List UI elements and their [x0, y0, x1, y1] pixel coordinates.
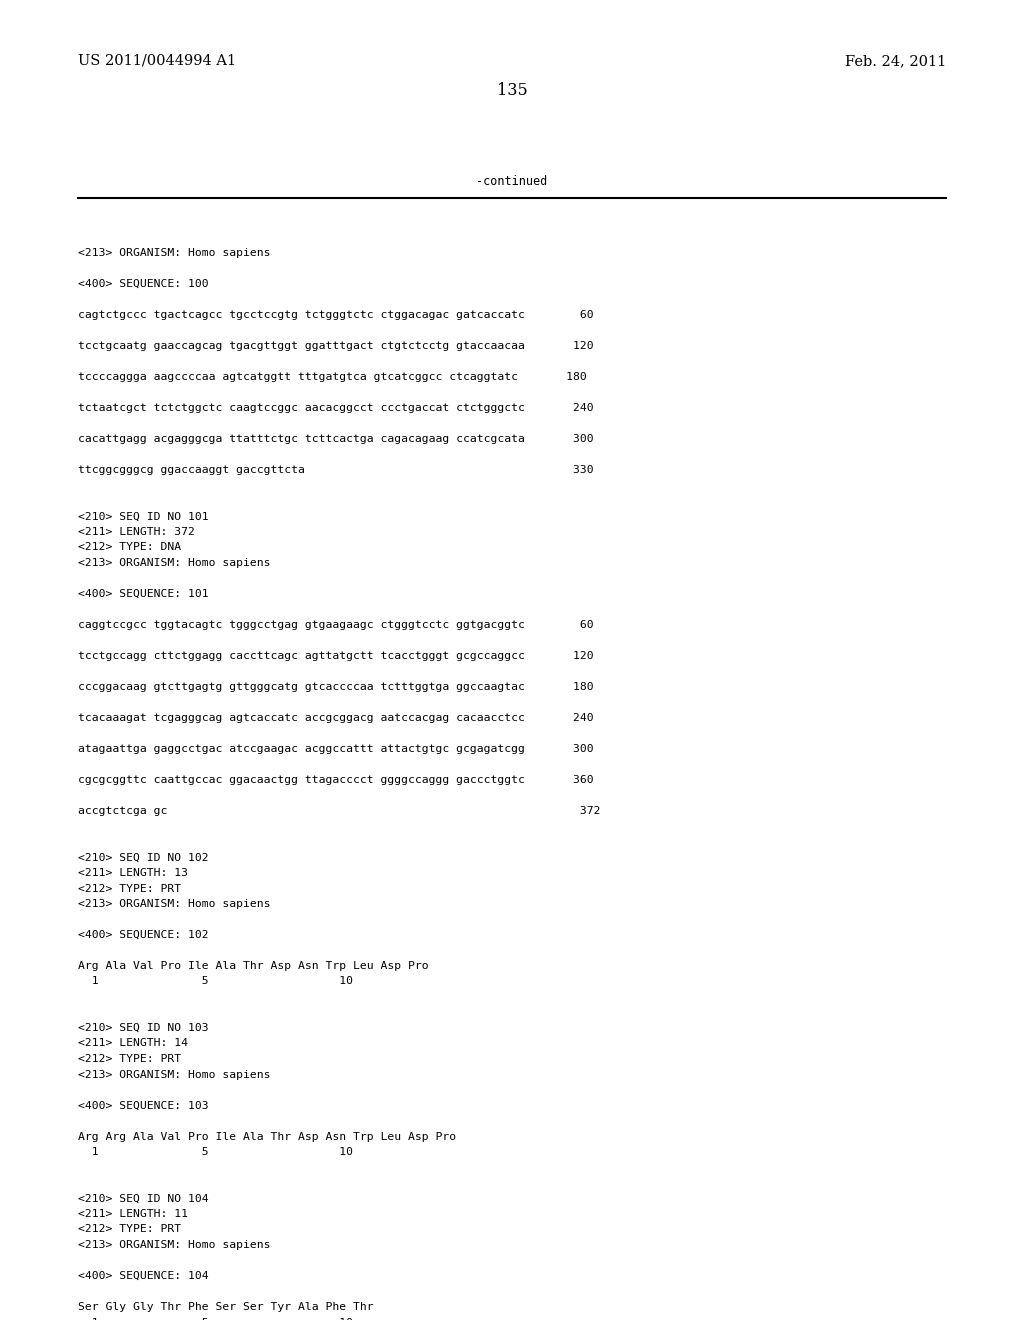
Text: <400> SEQUENCE: 102: <400> SEQUENCE: 102 — [78, 931, 209, 940]
Text: <400> SEQUENCE: 100: <400> SEQUENCE: 100 — [78, 279, 209, 289]
Text: <210> SEQ ID NO 102: <210> SEQ ID NO 102 — [78, 853, 209, 862]
Text: tcctgcaatg gaaccagcag tgacgttggt ggatttgact ctgtctcctg gtaccaacaa       120: tcctgcaatg gaaccagcag tgacgttggt ggatttg… — [78, 341, 594, 351]
Text: <213> ORGANISM: Homo sapiens: <213> ORGANISM: Homo sapiens — [78, 1239, 270, 1250]
Text: Ser Gly Gly Thr Phe Ser Ser Tyr Ala Phe Thr: Ser Gly Gly Thr Phe Ser Ser Tyr Ala Phe … — [78, 1302, 374, 1312]
Text: <212> TYPE: PRT: <212> TYPE: PRT — [78, 883, 181, 894]
Text: <400> SEQUENCE: 104: <400> SEQUENCE: 104 — [78, 1271, 209, 1280]
Text: <211> LENGTH: 13: <211> LENGTH: 13 — [78, 869, 188, 878]
Text: <210> SEQ ID NO 101: <210> SEQ ID NO 101 — [78, 511, 209, 521]
Text: -continued: -continued — [476, 176, 548, 187]
Text: <211> LENGTH: 11: <211> LENGTH: 11 — [78, 1209, 188, 1218]
Text: <212> TYPE: PRT: <212> TYPE: PRT — [78, 1053, 181, 1064]
Text: tcacaaagat tcgagggcag agtcaccatc accgcggacg aatccacgag cacaacctcc       240: tcacaaagat tcgagggcag agtcaccatc accgcgg… — [78, 713, 594, 723]
Text: <210> SEQ ID NO 103: <210> SEQ ID NO 103 — [78, 1023, 209, 1034]
Text: caggtccgcc tggtacagtc tgggcctgag gtgaagaagc ctgggtcctc ggtgacggtc        60: caggtccgcc tggtacagtc tgggcctgag gtgaaga… — [78, 620, 594, 630]
Text: ttcggcgggcg ggaccaaggt gaccgttcta                                       330: ttcggcgggcg ggaccaaggt gaccgttcta 330 — [78, 465, 594, 475]
Text: <210> SEQ ID NO 104: <210> SEQ ID NO 104 — [78, 1193, 209, 1204]
Text: <400> SEQUENCE: 101: <400> SEQUENCE: 101 — [78, 589, 209, 599]
Text: <212> TYPE: DNA: <212> TYPE: DNA — [78, 543, 181, 553]
Text: 1               5                   10: 1 5 10 — [78, 977, 353, 986]
Text: tccccaggga aagccccaa agtcatggtt tttgatgtca gtcatcggcc ctcaggtatc       180: tccccaggga aagccccaa agtcatggtt tttgatgt… — [78, 372, 587, 381]
Text: 1               5                   10: 1 5 10 — [78, 1317, 353, 1320]
Text: accgtctcga gc                                                            372: accgtctcga gc 372 — [78, 807, 600, 816]
Text: <213> ORGANISM: Homo sapiens: <213> ORGANISM: Homo sapiens — [78, 248, 270, 257]
Text: Arg Arg Ala Val Pro Ile Ala Thr Asp Asn Trp Leu Asp Pro: Arg Arg Ala Val Pro Ile Ala Thr Asp Asn … — [78, 1131, 456, 1142]
Text: cagtctgccc tgactcagcc tgcctccgtg tctgggtctc ctggacagac gatcaccatc        60: cagtctgccc tgactcagcc tgcctccgtg tctgggt… — [78, 310, 594, 319]
Text: tcctgccagg cttctggagg caccttcagc agttatgctt tcacctgggt gcgccaggcc       120: tcctgccagg cttctggagg caccttcagc agttatg… — [78, 651, 594, 661]
Text: US 2011/0044994 A1: US 2011/0044994 A1 — [78, 54, 237, 69]
Text: <211> LENGTH: 372: <211> LENGTH: 372 — [78, 527, 195, 537]
Text: cacattgagg acgagggcga ttatttctgc tcttcactga cagacagaag ccatcgcata       300: cacattgagg acgagggcga ttatttctgc tcttcac… — [78, 434, 594, 444]
Text: <211> LENGTH: 14: <211> LENGTH: 14 — [78, 1039, 188, 1048]
Text: atagaattga gaggcctgac atccgaagac acggccattt attactgtgc gcgagatcgg       300: atagaattga gaggcctgac atccgaagac acggcca… — [78, 744, 594, 754]
Text: Arg Ala Val Pro Ile Ala Thr Asp Asn Trp Leu Asp Pro: Arg Ala Val Pro Ile Ala Thr Asp Asn Trp … — [78, 961, 429, 972]
Text: Feb. 24, 2011: Feb. 24, 2011 — [845, 54, 946, 69]
Text: <213> ORGANISM: Homo sapiens: <213> ORGANISM: Homo sapiens — [78, 1069, 270, 1080]
Text: <212> TYPE: PRT: <212> TYPE: PRT — [78, 1225, 181, 1234]
Text: cgcgcggttc caattgccac ggacaactgg ttagacccct ggggccaggg gaccctggtc       360: cgcgcggttc caattgccac ggacaactgg ttagacc… — [78, 775, 594, 785]
Text: cccggacaag gtcttgagtg gttgggcatg gtcaccccaa tctttggtga ggccaagtac       180: cccggacaag gtcttgagtg gttgggcatg gtcaccc… — [78, 682, 594, 692]
Text: <400> SEQUENCE: 103: <400> SEQUENCE: 103 — [78, 1101, 209, 1110]
Text: <213> ORGANISM: Homo sapiens: <213> ORGANISM: Homo sapiens — [78, 558, 270, 568]
Text: 135: 135 — [497, 82, 527, 99]
Text: 1               5                   10: 1 5 10 — [78, 1147, 353, 1158]
Text: tctaatcgct tctctggctc caagtccggc aacacggcct ccctgaccat ctctgggctc       240: tctaatcgct tctctggctc caagtccggc aacacgg… — [78, 403, 594, 413]
Text: <213> ORGANISM: Homo sapiens: <213> ORGANISM: Homo sapiens — [78, 899, 270, 909]
